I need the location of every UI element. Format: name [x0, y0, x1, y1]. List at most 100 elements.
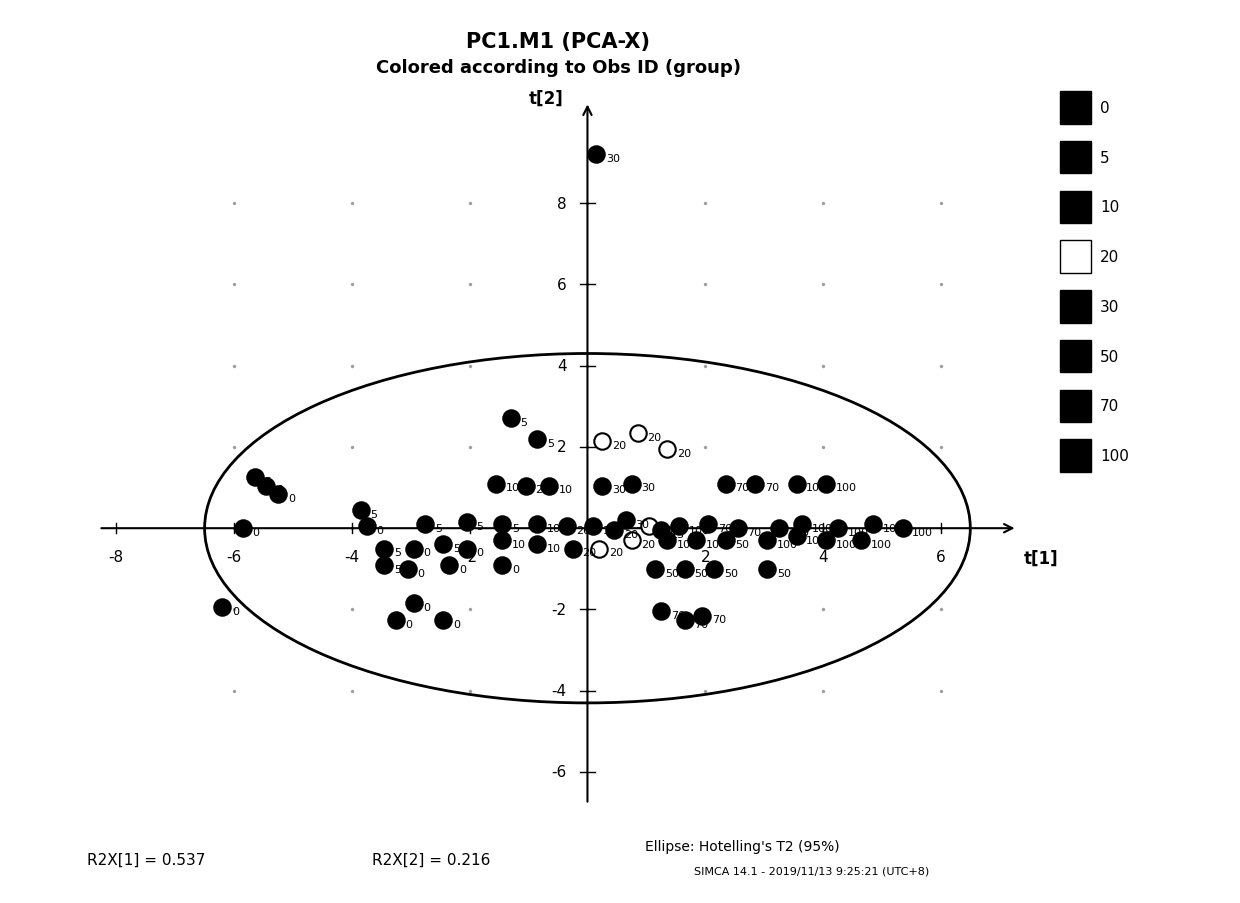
Text: -4: -4: [345, 549, 360, 563]
Text: 5: 5: [521, 418, 527, 428]
Text: 0: 0: [512, 564, 518, 574]
Text: 0: 0: [277, 485, 283, 495]
Point: [621, 534, 641, 548]
Text: 10: 10: [512, 540, 526, 550]
Text: 100: 100: [776, 540, 797, 550]
Text: 5: 5: [1100, 151, 1110, 165]
Point: [616, 513, 636, 527]
Text: 5: 5: [453, 544, 460, 554]
Point: [651, 524, 671, 538]
Text: 0: 0: [232, 607, 239, 617]
Text: 50: 50: [735, 540, 750, 550]
Text: 50: 50: [694, 568, 708, 578]
Text: 0: 0: [453, 619, 460, 628]
Text: 70: 70: [712, 615, 727, 625]
Text: 20: 20: [641, 540, 656, 550]
Point: [675, 613, 694, 628]
Text: 100: 100: [836, 540, 857, 550]
Text: 10: 10: [1100, 200, 1120, 215]
Point: [852, 534, 872, 548]
Point: [404, 542, 424, 556]
Point: [404, 597, 424, 611]
Point: [640, 519, 660, 534]
Text: 0: 0: [405, 619, 413, 628]
Text: 20: 20: [677, 449, 691, 459]
Text: 100: 100: [789, 527, 810, 537]
Text: 70: 70: [1100, 399, 1120, 414]
Text: 20: 20: [536, 485, 549, 495]
Text: -2: -2: [552, 602, 567, 618]
Point: [456, 516, 476, 530]
Text: 13: 13: [671, 529, 684, 540]
Point: [351, 503, 371, 517]
Text: 10: 10: [506, 483, 520, 493]
Text: 30: 30: [606, 154, 620, 164]
Text: Colored according to Obs ID (group): Colored according to Obs ID (group): [376, 59, 740, 77]
Text: 100: 100: [836, 483, 857, 493]
Point: [828, 521, 848, 535]
Text: SIMCA 14.1 - 2019/11/13 9:25:21 (UTC+8): SIMCA 14.1 - 2019/11/13 9:25:21 (UTC+8): [694, 866, 930, 876]
Point: [715, 534, 735, 548]
Point: [816, 534, 836, 548]
Point: [357, 519, 377, 534]
Point: [687, 534, 707, 548]
Point: [233, 521, 253, 535]
Text: 20: 20: [658, 526, 673, 535]
Point: [758, 562, 777, 576]
Point: [769, 521, 789, 535]
Text: 50: 50: [1100, 349, 1120, 364]
Text: 5: 5: [371, 509, 377, 519]
Point: [893, 521, 913, 535]
Point: [374, 558, 394, 573]
Point: [698, 517, 718, 532]
Point: [715, 477, 735, 491]
Text: 70: 70: [748, 527, 761, 537]
Point: [704, 562, 724, 576]
Point: [433, 537, 453, 552]
Text: 0: 0: [423, 602, 430, 612]
Text: 10: 10: [603, 526, 618, 535]
Text: 30: 30: [635, 519, 650, 529]
Text: 0: 0: [376, 526, 383, 535]
Text: 6: 6: [936, 549, 946, 563]
Text: 5: 5: [547, 438, 554, 448]
Text: 2: 2: [557, 440, 567, 455]
Point: [668, 519, 688, 534]
Point: [492, 558, 512, 573]
Point: [527, 433, 547, 447]
Point: [268, 487, 288, 501]
Point: [439, 558, 459, 573]
Point: [501, 412, 521, 426]
Text: 30: 30: [641, 483, 656, 493]
Text: 100: 100: [913, 527, 934, 537]
Point: [486, 477, 506, 491]
Text: 10: 10: [547, 524, 562, 534]
Text: R2X[1] = 0.537: R2X[1] = 0.537: [87, 852, 205, 867]
Text: 70: 70: [718, 524, 732, 534]
Text: 100: 100: [847, 527, 868, 537]
Point: [557, 519, 577, 534]
Text: 20: 20: [647, 433, 661, 442]
Text: 0: 0: [418, 568, 424, 578]
Text: 0: 0: [459, 564, 466, 574]
Point: [492, 534, 512, 548]
Point: [415, 517, 435, 532]
Point: [786, 529, 806, 544]
Point: [758, 534, 777, 548]
Point: [645, 562, 665, 576]
Text: 10: 10: [547, 544, 562, 554]
Text: 100: 100: [806, 535, 827, 545]
Point: [257, 479, 277, 493]
Text: R2X[2] = 0.216: R2X[2] = 0.216: [372, 852, 490, 867]
Point: [745, 477, 765, 491]
Point: [374, 542, 394, 556]
Point: [212, 600, 232, 615]
Point: [527, 537, 547, 552]
Point: [456, 542, 476, 556]
Text: 6: 6: [557, 277, 567, 293]
Point: [516, 479, 536, 493]
Text: 70: 70: [765, 483, 779, 493]
Text: 100: 100: [1100, 449, 1128, 463]
Point: [786, 477, 806, 491]
Text: t[1]: t[1]: [1023, 549, 1058, 567]
